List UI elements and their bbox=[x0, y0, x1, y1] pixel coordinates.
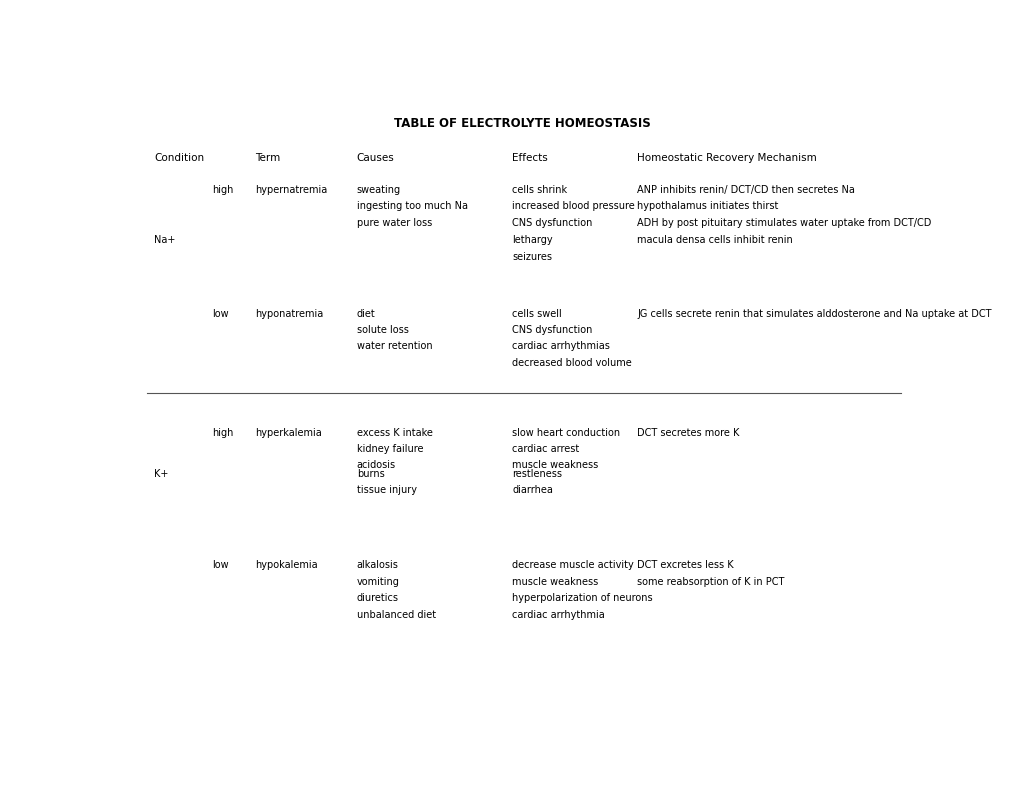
Text: vomiting: vomiting bbox=[357, 577, 399, 587]
Text: ADH by post pituitary stimulates water uptake from DCT/CD: ADH by post pituitary stimulates water u… bbox=[637, 217, 930, 228]
Text: TABLE OF ELECTROLYTE HOMEOSTASIS: TABLE OF ELECTROLYTE HOMEOSTASIS bbox=[394, 117, 650, 130]
Text: cells swell: cells swell bbox=[512, 309, 561, 318]
Text: decreased blood volume: decreased blood volume bbox=[512, 358, 632, 368]
Text: CNS dysfunction: CNS dysfunction bbox=[512, 217, 592, 228]
Text: slow heart conduction: slow heart conduction bbox=[512, 428, 620, 437]
Text: hypothalamus initiates thirst: hypothalamus initiates thirst bbox=[637, 201, 777, 211]
Text: sweating: sweating bbox=[357, 185, 400, 195]
Text: some reabsorption of K in PCT: some reabsorption of K in PCT bbox=[637, 577, 784, 587]
Text: DCT excretes less K: DCT excretes less K bbox=[637, 560, 734, 571]
Text: hyperpolarization of neurons: hyperpolarization of neurons bbox=[512, 593, 652, 603]
Text: cardiac arrhythmias: cardiac arrhythmias bbox=[512, 341, 609, 351]
Text: Na+: Na+ bbox=[154, 235, 175, 245]
Text: kidney failure: kidney failure bbox=[357, 444, 423, 454]
Text: Condition: Condition bbox=[154, 154, 204, 163]
Text: hyponatremia: hyponatremia bbox=[256, 309, 323, 318]
Text: excess K intake: excess K intake bbox=[357, 428, 432, 437]
Text: macula densa cells inhibit renin: macula densa cells inhibit renin bbox=[637, 235, 793, 245]
Text: acidosis: acidosis bbox=[357, 460, 395, 470]
Text: ANP inhibits renin/ DCT/CD then secretes Na: ANP inhibits renin/ DCT/CD then secretes… bbox=[637, 185, 854, 195]
Text: high: high bbox=[212, 185, 233, 195]
Text: tissue injury: tissue injury bbox=[357, 485, 417, 495]
Text: Term: Term bbox=[256, 154, 280, 163]
Text: hypokalemia: hypokalemia bbox=[256, 560, 318, 571]
Text: alkalosis: alkalosis bbox=[357, 560, 398, 571]
Text: seizures: seizures bbox=[512, 251, 552, 262]
Text: low: low bbox=[212, 560, 228, 571]
Text: Effects: Effects bbox=[512, 154, 547, 163]
Text: Homeostatic Recovery Mechanism: Homeostatic Recovery Mechanism bbox=[637, 154, 816, 163]
Text: CNS dysfunction: CNS dysfunction bbox=[512, 325, 592, 335]
Text: JG cells secrete renin that simulates alddosterone and Na uptake at DCT: JG cells secrete renin that simulates al… bbox=[637, 309, 990, 318]
Text: Causes: Causes bbox=[357, 154, 394, 163]
Text: high: high bbox=[212, 428, 233, 437]
Text: muscle weakness: muscle weakness bbox=[512, 460, 598, 470]
Text: diarrhea: diarrhea bbox=[512, 485, 552, 495]
Text: DCT secretes more K: DCT secretes more K bbox=[637, 428, 739, 437]
Text: lethargy: lethargy bbox=[512, 235, 552, 245]
Text: increased blood pressure: increased blood pressure bbox=[512, 201, 635, 211]
Text: restleness: restleness bbox=[512, 469, 561, 479]
Text: pure water loss: pure water loss bbox=[357, 217, 432, 228]
Text: solute loss: solute loss bbox=[357, 325, 409, 335]
Text: diet: diet bbox=[357, 309, 375, 318]
Text: hypernatremia: hypernatremia bbox=[256, 185, 327, 195]
Text: burns: burns bbox=[357, 469, 384, 479]
Text: decrease muscle activity: decrease muscle activity bbox=[512, 560, 634, 571]
Text: cells shrink: cells shrink bbox=[512, 185, 567, 195]
Text: K+: K+ bbox=[154, 469, 168, 479]
Text: ingesting too much Na: ingesting too much Na bbox=[357, 201, 468, 211]
Text: muscle weakness: muscle weakness bbox=[512, 577, 598, 587]
Text: cardiac arrest: cardiac arrest bbox=[512, 444, 579, 454]
Text: cardiac arrhythmia: cardiac arrhythmia bbox=[512, 610, 604, 619]
Text: hyperkalemia: hyperkalemia bbox=[256, 428, 322, 437]
Text: diuretics: diuretics bbox=[357, 593, 398, 603]
Text: unbalanced diet: unbalanced diet bbox=[357, 610, 435, 619]
Text: low: low bbox=[212, 309, 228, 318]
Text: water retention: water retention bbox=[357, 341, 432, 351]
